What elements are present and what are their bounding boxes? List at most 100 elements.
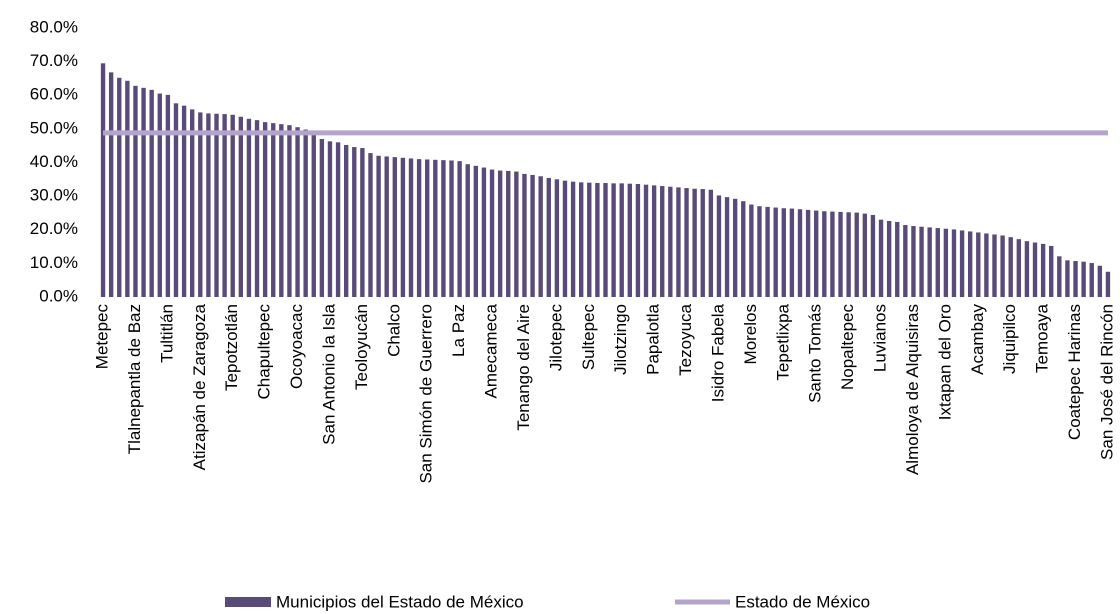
bar — [692, 188, 697, 297]
bar — [635, 184, 641, 297]
bar — [903, 225, 908, 297]
bar — [262, 122, 268, 298]
bar — [927, 227, 932, 297]
bar — [895, 222, 900, 297]
bar — [554, 179, 560, 297]
bar — [854, 212, 859, 297]
x-tick-label: Luvianos — [871, 304, 890, 372]
x-tick-label: Metepec — [93, 304, 112, 370]
bar — [408, 158, 414, 297]
bar — [198, 112, 203, 298]
y-tick-label: 0.0% — [39, 286, 78, 305]
bar — [457, 161, 462, 297]
bar — [992, 234, 997, 297]
bar — [959, 230, 965, 297]
bar — [651, 185, 657, 297]
bar — [400, 157, 406, 297]
bar — [465, 164, 470, 297]
x-tick-label: Jiquipilco — [1000, 304, 1019, 374]
x-tick-label: Nopaltepec — [838, 304, 857, 391]
bar — [984, 233, 989, 297]
bar — [700, 189, 705, 297]
bar — [570, 181, 576, 297]
bar — [668, 186, 673, 297]
bar — [416, 159, 422, 297]
bar — [716, 195, 722, 297]
bar — [108, 72, 114, 297]
bar — [327, 141, 333, 297]
bar — [222, 114, 227, 297]
x-tick-label: Teoloyucán — [352, 304, 371, 390]
bar — [206, 113, 211, 297]
bar — [271, 123, 276, 297]
bar — [943, 228, 949, 297]
bar — [376, 155, 381, 297]
bar — [603, 183, 608, 297]
bar — [1040, 243, 1046, 297]
bar — [1032, 242, 1038, 297]
bar — [595, 183, 600, 297]
x-tick-label: Temoaya — [1033, 303, 1052, 373]
y-tick-label: 20.0% — [30, 219, 78, 238]
bar — [822, 211, 827, 297]
bar — [619, 183, 624, 297]
bar — [1073, 261, 1078, 297]
bar — [238, 116, 244, 298]
bar — [125, 80, 130, 297]
bar — [1057, 256, 1062, 297]
bar — [141, 87, 146, 297]
bar — [190, 109, 195, 297]
x-tick-label: Coatepec Harinas — [1065, 304, 1084, 440]
bar — [489, 169, 495, 297]
bar — [1016, 239, 1021, 297]
bar — [814, 210, 819, 297]
bar — [230, 114, 235, 297]
bar — [497, 170, 503, 297]
bar — [676, 187, 681, 297]
bar — [611, 183, 616, 297]
bar — [360, 148, 365, 297]
bar — [935, 228, 940, 297]
x-tick-label: Jilotzingo — [611, 304, 630, 375]
bar — [1097, 265, 1103, 297]
x-tick-label: Isidro Fabela — [708, 303, 727, 402]
legend-label: Estado de México — [735, 592, 870, 611]
bar — [117, 77, 122, 297]
bar — [481, 167, 487, 297]
bar — [660, 186, 665, 297]
bar — [433, 159, 438, 297]
bar — [886, 221, 892, 297]
bar — [473, 165, 479, 297]
bar — [279, 124, 284, 297]
x-tick-label: Atizapán de Zaragoza — [190, 303, 209, 470]
bar — [303, 129, 308, 297]
bar — [830, 211, 835, 297]
x-tick-label: Tepotzotlán — [222, 304, 241, 391]
bar — [838, 211, 843, 297]
bar — [862, 213, 868, 297]
bar — [976, 232, 981, 297]
x-tick-label: Ixtapan del Oro — [935, 304, 954, 420]
bar — [165, 94, 171, 297]
x-tick-label: Chalco — [384, 304, 403, 357]
bar — [627, 183, 633, 297]
bar — [1065, 260, 1070, 297]
bar — [295, 127, 300, 297]
bar — [1089, 263, 1094, 297]
bar — [368, 153, 373, 297]
bar — [878, 219, 884, 297]
x-tick-label: Sultepec — [579, 304, 598, 371]
x-tick-label: Tepetlixpa — [773, 303, 792, 380]
bar — [319, 138, 325, 297]
bar — [425, 159, 430, 297]
bar — [214, 113, 219, 298]
bar — [133, 85, 138, 298]
bar — [311, 134, 316, 297]
bar — [587, 182, 592, 297]
bar — [951, 229, 957, 297]
x-tick-label: Amecameca — [482, 303, 501, 398]
x-tick-label: Ocoyoacac — [287, 304, 306, 390]
bar — [343, 145, 349, 297]
bar — [732, 198, 738, 297]
